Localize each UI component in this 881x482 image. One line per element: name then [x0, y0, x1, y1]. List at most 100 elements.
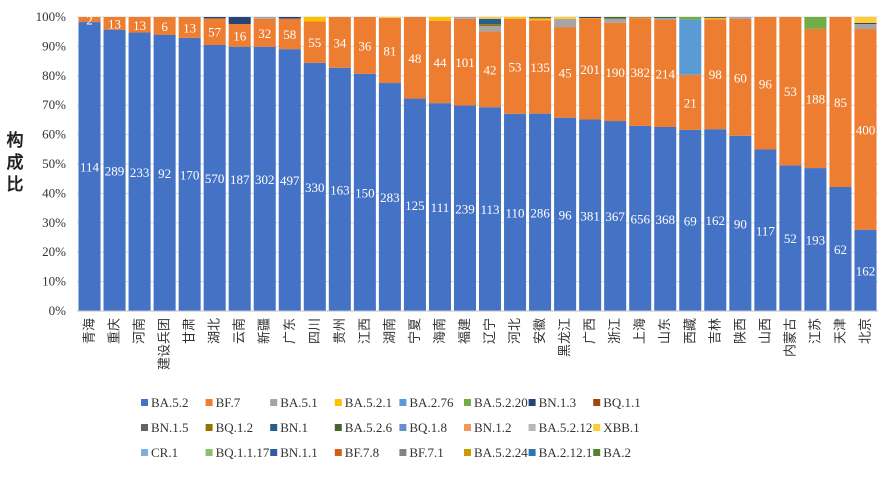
- bar-segment-BA.5.2.1: [504, 17, 527, 19]
- x-tick-label: 内蒙古: [782, 318, 797, 357]
- bar-segment-BA.5.2.1: [704, 18, 727, 20]
- bar-segment-BA.5.2: [253, 46, 276, 311]
- bar-segment-BA.5.2: [178, 37, 201, 311]
- bar-segment-XBB.1: [854, 17, 877, 24]
- data-label: 114: [80, 160, 100, 175]
- data-label: 2: [86, 13, 93, 28]
- bar-segment-BQ.1.2: [479, 24, 502, 27]
- x-tick-label: 吉林: [707, 318, 722, 344]
- legend-swatch: [399, 424, 407, 431]
- data-label: 42: [484, 62, 497, 77]
- legend-swatch: [528, 424, 536, 431]
- y-tick-label: 20%: [42, 244, 66, 259]
- bar-segment-BF.7: [253, 18, 276, 47]
- data-label: 6: [161, 19, 168, 34]
- x-tick-label: 建设兵团: [157, 318, 172, 370]
- bar-segment-BF.7: [479, 31, 502, 108]
- data-label: 13: [133, 18, 146, 33]
- bar-segment-BA.5.2: [203, 45, 226, 311]
- bar-segment-BF.7: [554, 27, 577, 118]
- bar-segment-BA.5.2: [128, 32, 151, 311]
- y-axis-label: 构成比: [6, 131, 24, 195]
- legend-swatch: [593, 449, 601, 456]
- x-tick-label: 北京: [857, 318, 872, 344]
- data-label: 170: [180, 167, 200, 182]
- legend-entry: BN.1.1: [280, 445, 318, 460]
- bar-segment-BN.1: [479, 18, 502, 25]
- data-label: 96: [559, 207, 573, 222]
- legend-entry: BA.5.2.12: [539, 420, 593, 435]
- x-tick-label: 江苏: [807, 318, 822, 344]
- bar-segment-BF.7: [604, 22, 627, 122]
- x-tick-label: 陕西: [732, 318, 747, 344]
- x-tick-label: 河南: [132, 318, 147, 344]
- legend-entry: BA.5.2.24: [474, 445, 528, 460]
- x-tick-label: 西藏: [682, 318, 697, 344]
- bar-segment-BA.5.1: [479, 26, 502, 32]
- y-tick-label: 90%: [42, 38, 66, 53]
- data-label: 201: [580, 62, 600, 77]
- bar-segment-BA.5.2: [328, 67, 351, 311]
- bar-segment-BA.5.2: [103, 29, 126, 311]
- bar-segment-BF.7: [228, 24, 251, 47]
- bar-segment-BN.1.5: [529, 17, 552, 19]
- data-label: 302: [255, 172, 275, 187]
- data-label: 381: [580, 208, 600, 223]
- legend-entry: BN.1.2: [474, 420, 512, 435]
- legend-swatch: [141, 449, 148, 456]
- bar-segment-BN.1.3: [579, 17, 602, 19]
- bar-segment-BA.5.2: [78, 22, 101, 311]
- x-tick-label: 浙江: [607, 318, 622, 344]
- data-label: 34: [333, 35, 347, 50]
- legend-entry: BA.5.1: [280, 395, 318, 410]
- data-label: 656: [630, 211, 650, 226]
- bar-segment-BA.5.2: [679, 129, 702, 311]
- data-label: 55: [308, 35, 321, 50]
- data-label: 13: [183, 20, 196, 35]
- bar-segment-BA.5.2: [353, 73, 376, 311]
- legend-swatch: [593, 424, 601, 431]
- legend-swatch: [399, 399, 407, 406]
- x-tick-label: 重庆: [107, 318, 122, 344]
- data-label: 113: [481, 202, 500, 217]
- bar-segment-XBB.1: [479, 17, 502, 19]
- legend-swatch: [334, 399, 342, 406]
- data-label: 162: [856, 263, 876, 278]
- bar-segment-BF.7: [278, 18, 301, 50]
- x-tick-label: 宁夏: [407, 318, 422, 344]
- data-label: 92: [158, 166, 171, 181]
- bar-segment-BA.5.2: [629, 125, 652, 311]
- legend-entry: BQ.1.1.17: [216, 445, 270, 460]
- bar-segment-BF.7: [128, 17, 151, 33]
- bar-segment-BA.5.2.6: [654, 17, 677, 18]
- x-tick-label: 河北: [507, 318, 522, 344]
- data-label: 570: [205, 171, 225, 186]
- legend-entry: CR.1: [151, 445, 178, 460]
- data-label: 162: [706, 213, 726, 228]
- bar-segment-BA.5.2: [428, 103, 451, 311]
- legend-entry: BQ.1.2: [216, 420, 254, 435]
- x-tick-label: 福建: [457, 318, 472, 344]
- x-tick-label: 广东: [282, 318, 297, 344]
- legend-entry: BA.2: [603, 445, 631, 460]
- data-label: 44: [433, 55, 447, 70]
- data-label: 163: [330, 182, 350, 197]
- x-tick-label: 青海: [82, 318, 97, 344]
- bar-segment-BN.1.3: [854, 23, 877, 25]
- legend-swatch: [205, 399, 213, 406]
- legend-swatch: [464, 449, 471, 456]
- legend-swatch: [141, 424, 148, 431]
- y-tick-label: 30%: [42, 215, 66, 230]
- data-label: 497: [280, 173, 300, 188]
- bar-segment-BA.5.2.20: [804, 17, 827, 29]
- bar-segment-BF.7: [453, 18, 476, 106]
- data-label: 62: [834, 242, 847, 257]
- bar-segment-BA.5.2: [378, 83, 401, 311]
- bar-segment-BF.7: [529, 20, 552, 114]
- data-label: 367: [605, 209, 625, 224]
- data-label: 58: [283, 27, 296, 42]
- bar-segment-BF.7: [153, 17, 176, 35]
- legend-entry: BA.5.2.6: [345, 420, 393, 435]
